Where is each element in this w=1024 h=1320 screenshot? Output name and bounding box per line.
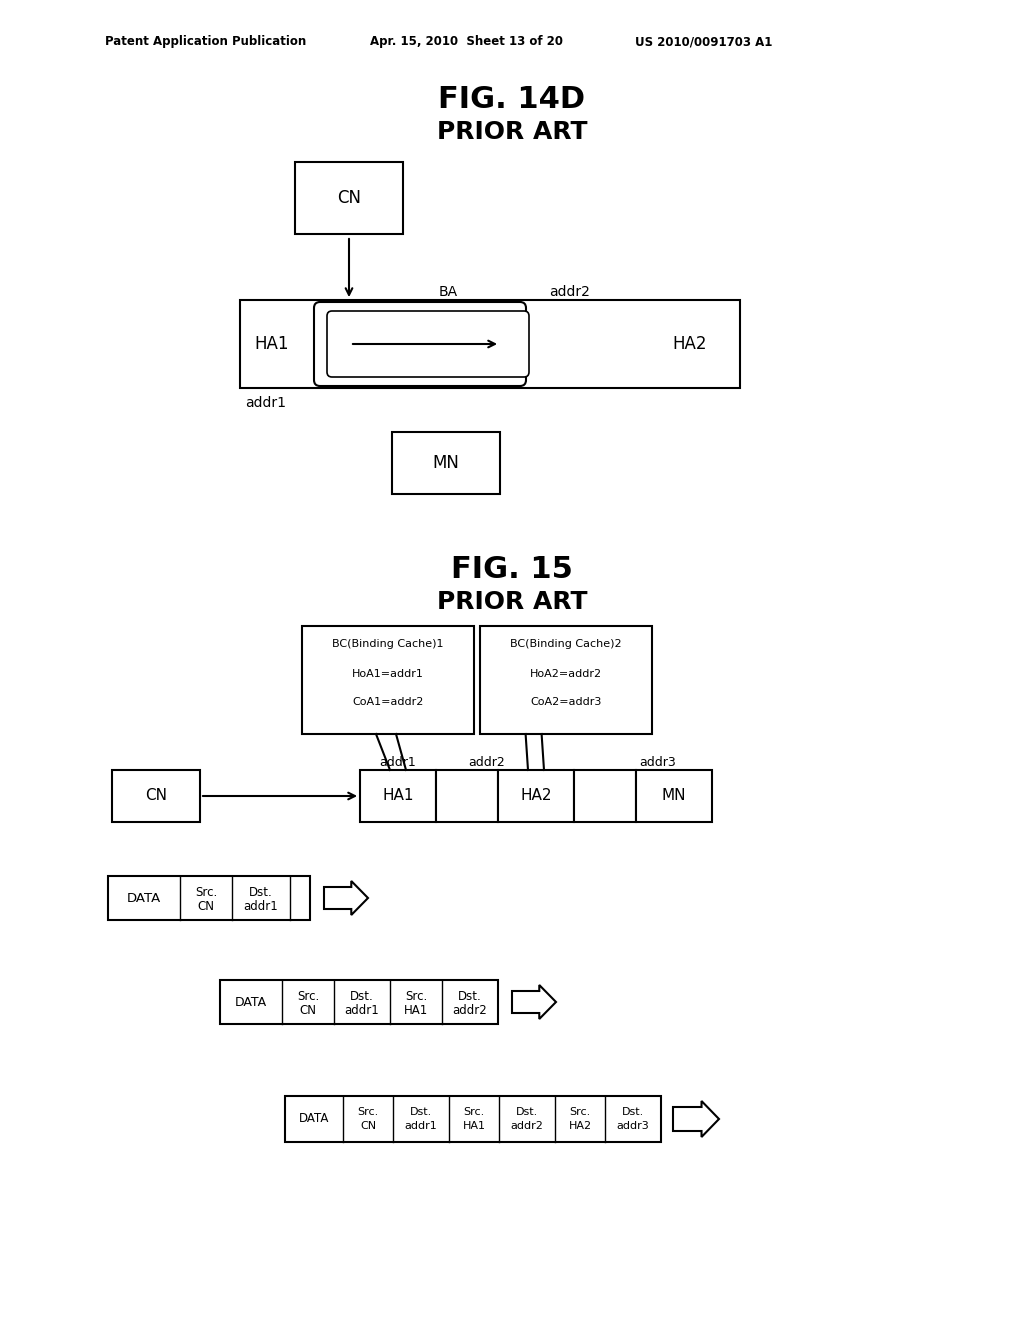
FancyBboxPatch shape	[498, 770, 574, 822]
Polygon shape	[673, 1101, 719, 1137]
Text: HoA1=addr1: HoA1=addr1	[352, 669, 424, 678]
Polygon shape	[512, 985, 556, 1019]
FancyBboxPatch shape	[220, 979, 498, 1024]
Text: addr1: addr1	[244, 899, 279, 912]
Text: addr3: addr3	[640, 755, 677, 768]
Text: Src.: Src.	[464, 1107, 484, 1117]
FancyBboxPatch shape	[392, 432, 500, 494]
Text: HoA2=addr2: HoA2=addr2	[530, 669, 602, 678]
Text: HA2: HA2	[520, 788, 552, 804]
FancyBboxPatch shape	[327, 312, 529, 378]
Text: BA: BA	[438, 285, 458, 300]
Text: addr2: addr2	[469, 755, 506, 768]
Text: Dst.: Dst.	[410, 1107, 432, 1117]
Text: HA2: HA2	[673, 335, 708, 352]
Text: Apr. 15, 2010  Sheet 13 of 20: Apr. 15, 2010 Sheet 13 of 20	[370, 36, 563, 49]
Text: Patent Application Publication: Patent Application Publication	[105, 36, 306, 49]
Text: PRIOR ART: PRIOR ART	[437, 590, 587, 614]
FancyBboxPatch shape	[240, 300, 740, 388]
FancyBboxPatch shape	[302, 626, 474, 734]
Text: HA1: HA1	[382, 788, 414, 804]
Text: MN: MN	[662, 788, 686, 804]
Text: addr2: addr2	[453, 1003, 487, 1016]
FancyBboxPatch shape	[480, 626, 652, 734]
Text: CoA2=addr3: CoA2=addr3	[530, 697, 602, 708]
Text: Src.: Src.	[297, 990, 319, 1002]
Text: Dst.: Dst.	[350, 990, 374, 1002]
Text: BC(Binding Cache)1: BC(Binding Cache)1	[332, 639, 443, 649]
Text: FIG. 14D: FIG. 14D	[438, 86, 586, 115]
Text: CN: CN	[299, 1003, 316, 1016]
FancyBboxPatch shape	[436, 770, 498, 822]
FancyBboxPatch shape	[295, 162, 403, 234]
Text: Src.: Src.	[569, 1107, 591, 1117]
Text: US 2010/0091703 A1: US 2010/0091703 A1	[635, 36, 772, 49]
Text: MN: MN	[432, 454, 460, 473]
Text: addr2: addr2	[550, 285, 591, 300]
Text: PRIOR ART: PRIOR ART	[437, 120, 587, 144]
Text: CN: CN	[360, 1121, 376, 1131]
Text: Src.: Src.	[195, 886, 217, 899]
Text: addr1: addr1	[245, 396, 286, 411]
Text: Dst.: Dst.	[516, 1107, 539, 1117]
FancyBboxPatch shape	[574, 770, 636, 822]
Text: Src.: Src.	[357, 1107, 379, 1117]
FancyBboxPatch shape	[108, 876, 310, 920]
Polygon shape	[324, 880, 368, 915]
Text: addr3: addr3	[616, 1121, 649, 1131]
Text: addr1: addr1	[404, 1121, 437, 1131]
Text: Dst.: Dst.	[622, 1107, 644, 1117]
Text: FIG. 15: FIG. 15	[451, 556, 573, 585]
Text: HA2: HA2	[568, 1121, 592, 1131]
Text: Src.: Src.	[404, 990, 427, 1002]
FancyBboxPatch shape	[636, 770, 712, 822]
Text: DATA: DATA	[127, 891, 161, 904]
Text: BC(Binding Cache)2: BC(Binding Cache)2	[510, 639, 622, 649]
Text: Dst.: Dst.	[458, 990, 482, 1002]
FancyBboxPatch shape	[112, 770, 200, 822]
Text: CN: CN	[337, 189, 361, 207]
Text: HA1: HA1	[403, 1003, 428, 1016]
FancyBboxPatch shape	[285, 1096, 662, 1142]
Text: addr2: addr2	[511, 1121, 544, 1131]
Text: CN: CN	[198, 899, 214, 912]
Text: addr1: addr1	[345, 1003, 379, 1016]
Text: DATA: DATA	[299, 1113, 329, 1126]
Text: HA1: HA1	[255, 335, 289, 352]
FancyBboxPatch shape	[314, 302, 526, 385]
Text: addr1: addr1	[380, 755, 417, 768]
Text: CoA1=addr2: CoA1=addr2	[352, 697, 424, 708]
Text: DATA: DATA	[234, 995, 267, 1008]
Text: HA1: HA1	[463, 1121, 485, 1131]
Text: CN: CN	[145, 788, 167, 804]
FancyBboxPatch shape	[360, 770, 436, 822]
Text: Dst.: Dst.	[249, 886, 272, 899]
